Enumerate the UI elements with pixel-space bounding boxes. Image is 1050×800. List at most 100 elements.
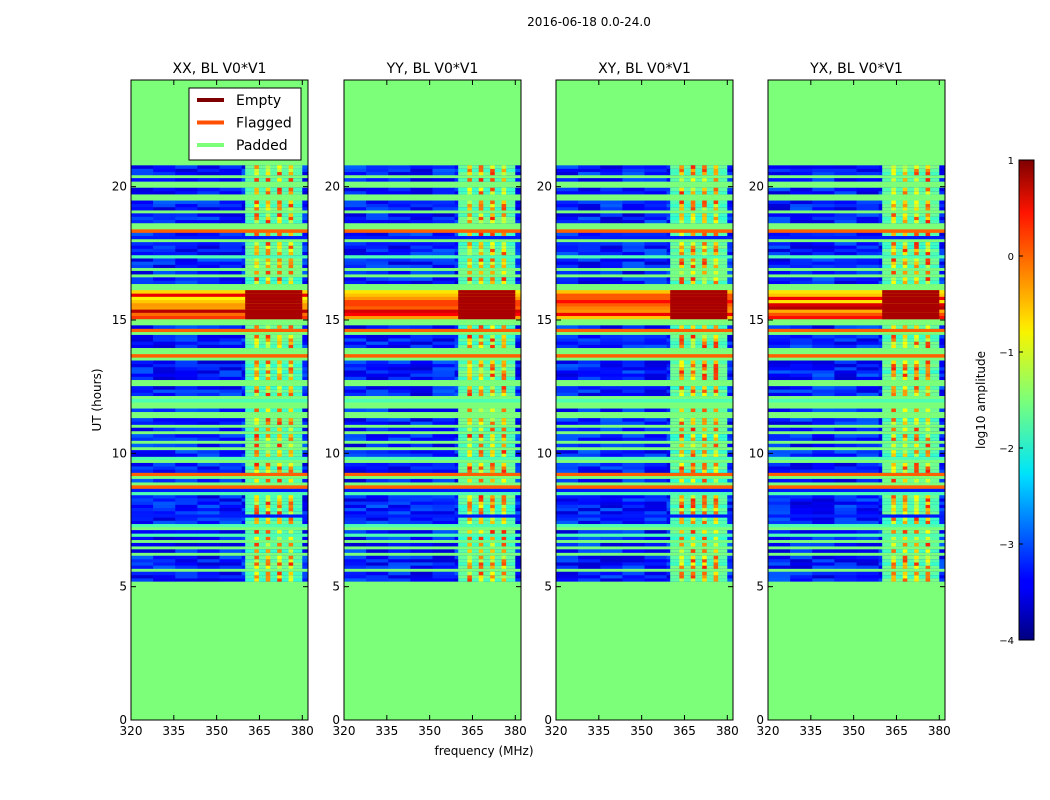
band-stripe [902, 341, 908, 345]
band-stripe [914, 251, 919, 256]
data-cell [812, 558, 835, 563]
band-stripe [265, 469, 271, 473]
band-stripe [501, 571, 507, 576]
data-cell [812, 555, 835, 560]
band-stripe [490, 264, 495, 269]
band-stripe [690, 363, 696, 368]
data-cell [790, 325, 813, 329]
data-cell [153, 370, 176, 374]
line-row [344, 354, 521, 358]
band-stripe [254, 498, 259, 502]
band-stripe [902, 507, 908, 512]
band-stripe [254, 504, 259, 509]
data-cell [197, 565, 220, 569]
data-cell [153, 450, 176, 454]
data-cell [622, 469, 645, 473]
data-cell [153, 168, 176, 173]
data-cell [410, 565, 433, 569]
data-cell [790, 517, 813, 521]
data-cell [131, 498, 154, 502]
data-cell [768, 427, 791, 432]
band-stripe [679, 469, 684, 473]
band-cell [458, 203, 516, 208]
rfi-row [344, 299, 521, 304]
data-cell [197, 203, 220, 208]
data-cell [153, 536, 176, 541]
rfi-band-cell [458, 293, 516, 297]
x-axis-label: frequency (MHz) [434, 744, 533, 758]
rfi-band-cell [245, 302, 303, 307]
data-cell [834, 427, 857, 432]
band-stripe [925, 469, 931, 473]
data-cell [644, 510, 667, 515]
band-stripe [914, 277, 919, 281]
band-cell [458, 258, 516, 262]
band-stripe [713, 360, 719, 365]
band-stripe [467, 200, 472, 205]
data-cell [622, 562, 645, 566]
data-cell [197, 427, 220, 432]
band-stripe [713, 251, 719, 256]
band-stripe [690, 418, 696, 422]
data-cell [344, 427, 367, 432]
band-stripe [925, 501, 931, 505]
band-stripe [254, 507, 259, 512]
data-cell [644, 338, 667, 342]
band-cell [670, 334, 728, 339]
band-stripe [679, 187, 684, 192]
data-cell [197, 392, 220, 397]
data-cell [622, 536, 645, 541]
y-tick-label: 15 [749, 313, 764, 327]
data-cell [768, 219, 791, 224]
data-cell [131, 261, 154, 265]
band-stripe [702, 507, 707, 512]
data-cell [812, 370, 835, 374]
band-stripe [713, 504, 719, 509]
band-stripe [902, 421, 908, 425]
band-cell [458, 219, 516, 224]
band-stripe [277, 171, 282, 176]
band-stripe [478, 520, 484, 525]
data-cell [856, 427, 879, 432]
data-cell [812, 434, 835, 438]
band-cell [245, 206, 303, 211]
data-cell [790, 437, 813, 441]
band-stripe [478, 245, 484, 249]
data-cell [834, 507, 857, 512]
band-stripe [702, 389, 707, 393]
band-stripe [690, 510, 696, 515]
band-cell [670, 555, 728, 560]
band-stripe [277, 165, 282, 169]
band-stripe [702, 574, 707, 579]
band-stripe [679, 376, 684, 381]
line-row [556, 456, 733, 461]
band-stripe [501, 248, 507, 253]
band-stripe [478, 373, 484, 377]
data-cell [410, 549, 433, 553]
band-stripe [277, 469, 282, 473]
data-cell [768, 453, 791, 457]
band-stripe [265, 501, 271, 505]
data-cell [578, 427, 601, 432]
data-cell [556, 427, 579, 432]
rfi-band-cell [245, 290, 303, 294]
band-cell [882, 251, 940, 256]
data-cell [388, 251, 411, 256]
band-stripe [925, 504, 931, 509]
data-cell [790, 258, 813, 262]
data-cell [219, 520, 242, 525]
band-stripe [265, 549, 271, 553]
rfi-row [131, 302, 308, 307]
data-cell [790, 248, 813, 253]
data-cell [644, 261, 667, 265]
band-stripe [265, 277, 271, 281]
data-cell [175, 571, 198, 576]
band-cell [458, 363, 516, 368]
band-stripe [277, 549, 282, 553]
band-stripe [914, 478, 919, 483]
band-stripe [925, 427, 931, 432]
data-cell [556, 203, 579, 208]
data-cell [388, 187, 411, 192]
data-cell [856, 542, 879, 547]
band-stripe [265, 344, 271, 349]
